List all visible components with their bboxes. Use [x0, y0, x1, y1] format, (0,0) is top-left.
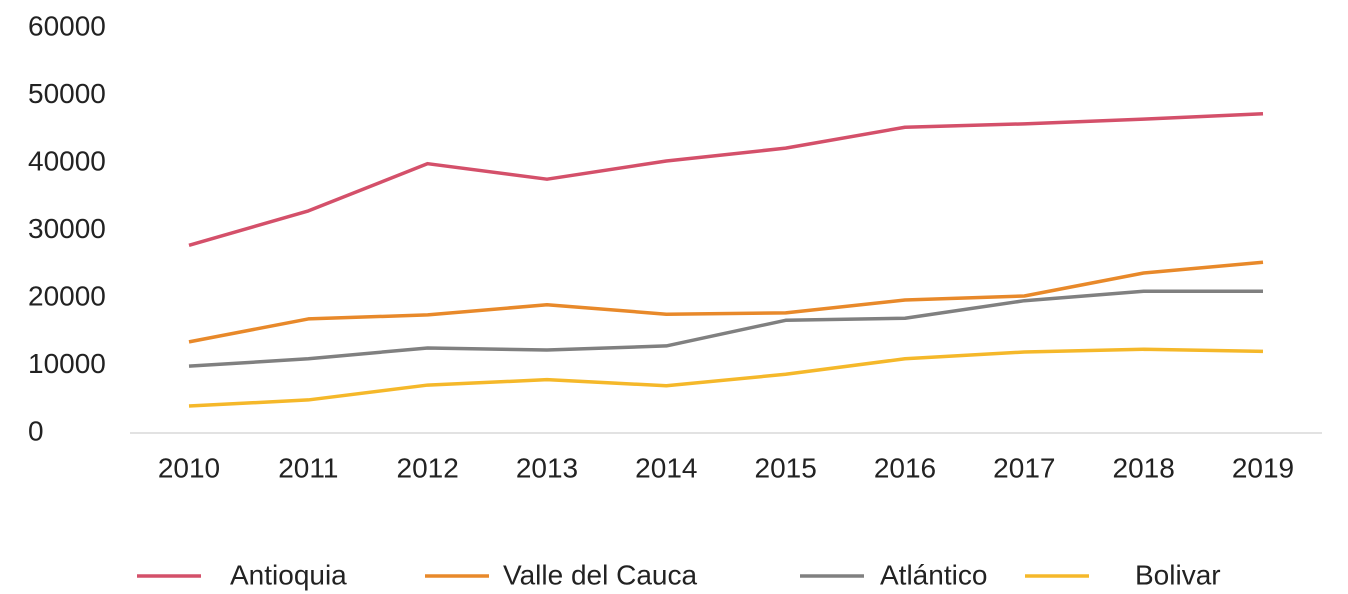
y-tick-label: 30000	[28, 213, 106, 244]
x-tick-label: 2019	[1232, 452, 1294, 483]
x-tick-label: 2014	[635, 452, 697, 483]
x-tick-label: 2012	[397, 452, 459, 483]
y-tick-label: 60000	[28, 10, 106, 41]
legend-label: Atlántico	[880, 559, 987, 590]
x-tick-label: 2011	[278, 452, 338, 483]
x-tick-label: 2010	[158, 452, 220, 483]
legend-label: Antioquia	[230, 559, 347, 590]
x-tick-label: 2015	[755, 452, 817, 483]
legend-label: Bolivar	[1135, 559, 1221, 590]
series-line	[188, 260, 1264, 344]
y-tick-label: 0	[28, 415, 44, 446]
series-line	[188, 347, 1264, 408]
x-tick-label: 2016	[874, 452, 936, 483]
y-tick-label: 50000	[28, 78, 106, 109]
legend-label: Valle del Cauca	[503, 559, 697, 590]
y-tick-label: 40000	[28, 145, 106, 176]
x-tick-label: 2018	[1113, 452, 1175, 483]
y-tick-label: 20000	[28, 280, 106, 311]
series-line	[188, 111, 1264, 248]
series-line	[188, 289, 1263, 368]
x-tick-label: 2013	[516, 452, 578, 483]
y-tick-label: 10000	[28, 348, 106, 379]
x-tick-label: 2017	[993, 452, 1055, 483]
